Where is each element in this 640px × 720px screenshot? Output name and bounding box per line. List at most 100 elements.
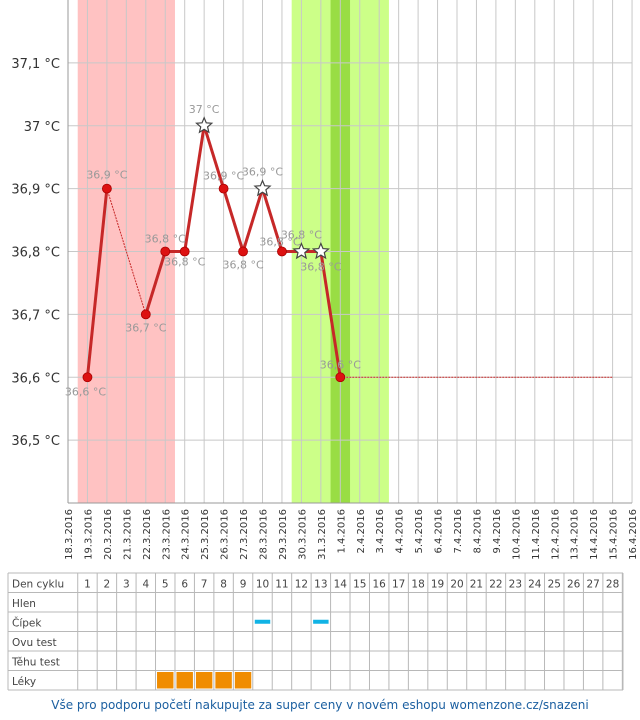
x-tick-label: 30.3.2016: [297, 509, 308, 560]
y-tick-label: 36,6 °C: [11, 371, 60, 386]
y-tick-label: 37 °C: [24, 120, 60, 135]
cycle-day-number: 20: [450, 579, 463, 591]
temp-data-label: 36,8 °C: [300, 261, 341, 274]
x-tick-label: 3.4.2016: [375, 509, 386, 554]
y-tick-label: 37,1 °C: [11, 57, 60, 72]
temp-data-label: 36,8 °C: [164, 256, 205, 269]
table-row-label: Ovu test: [12, 637, 57, 649]
temp-data-label: 36,9 °C: [86, 169, 127, 182]
cycle-day-number: 7: [201, 579, 208, 591]
temp-data-label: 36,9 °C: [242, 166, 283, 179]
cycle-day-number: 27: [586, 579, 599, 591]
cycle-day-number: 11: [275, 579, 288, 591]
series-segment: [222, 188, 245, 252]
cycle-day-number: 16: [373, 579, 387, 591]
cycle-day-number: 3: [123, 579, 130, 591]
temp-data-label: 36,6 °C: [320, 358, 361, 371]
series-segment: [202, 125, 226, 190]
data-point: [218, 183, 229, 194]
x-tick-label: 20.3.2016: [103, 509, 114, 560]
y-tick-label: 36,8 °C: [11, 246, 60, 261]
y-tick-label: 36,5 °C: [11, 434, 60, 449]
x-tick-label: 25.3.2016: [200, 509, 211, 560]
cycle-day-number: 18: [411, 579, 424, 591]
temp-data-label: 36,8 °C: [145, 233, 186, 246]
cycle-table: Den cyklu 1 2 3 4 5 6 7 8 9 10 11 12 13 14 15 16 17 18 19 20…: [7, 572, 624, 691]
cervix-mark: [313, 619, 329, 624]
cycle-day-number: 8: [220, 579, 227, 591]
series-segment: [319, 251, 342, 378]
data-point: [335, 372, 346, 383]
x-tick-label: 5.4.2016: [414, 509, 425, 554]
x-tick-label: 18.3.2016: [64, 509, 75, 560]
x-tick-label: 31.3.2016: [317, 509, 328, 560]
series-segment: [183, 125, 206, 252]
cycle-day-number: 25: [548, 579, 561, 591]
cycle-day-number: 12: [295, 579, 308, 591]
medication-mark: [215, 672, 232, 689]
star-point: [292, 241, 311, 260]
x-tick-label: 6.4.2016: [434, 509, 445, 554]
x-tick-label: 23.3.2016: [161, 509, 172, 560]
temp-data-label: 37 °C: [189, 103, 220, 116]
x-tick-label: 27.3.2016: [239, 509, 250, 560]
cycle-day-number: 22: [489, 579, 502, 591]
data-point: [179, 246, 190, 257]
data-point: [140, 309, 151, 320]
cycle-day-number: 15: [353, 579, 366, 591]
star-point: [195, 116, 214, 134]
series-segment: [85, 188, 109, 378]
temp-data-label: 36,8 °C: [222, 259, 263, 272]
y-tick-label: 36,7 °C: [11, 308, 60, 323]
series-segment: [106, 188, 147, 315]
series-segment: [241, 188, 264, 252]
footer-link[interactable]: Vše pro podporu početí nakupujte za supe…: [51, 698, 589, 712]
data-point: [238, 246, 248, 257]
table-row-label: Hlen: [12, 598, 36, 610]
cervix-mark: [254, 619, 271, 624]
temp-data-label: 36,6 °C: [65, 385, 106, 398]
x-tick-label: 22.3.2016: [142, 509, 153, 560]
medication-mark: [157, 672, 174, 689]
table-row-label: Léky: [12, 676, 36, 688]
cycle-day-number: 26: [567, 579, 581, 591]
temp-data-label: 36,7 °C: [125, 321, 166, 334]
y-tick-label: 36,9 °C: [11, 183, 60, 198]
x-tick-label: 21.3.2016: [122, 509, 133, 560]
x-tick-label: 16.4.2016: [628, 509, 639, 560]
data-point: [160, 246, 171, 257]
x-tick-label: 29.3.2016: [278, 509, 289, 560]
temp-data-label: 36,9 °C: [203, 170, 244, 183]
x-tick-label: 28.3.2016: [259, 509, 270, 560]
x-tick-label: 4.4.2016: [395, 509, 406, 554]
x-tick-label: 11.4.2016: [531, 509, 542, 560]
temp-data-label: 36,8 °C: [259, 236, 300, 249]
cycle-day-number: 24: [528, 579, 542, 591]
x-tick-label: 2.4.2016: [356, 509, 367, 554]
x-tick-label: 12.4.2016: [550, 509, 561, 560]
x-tick-label: 1.4.2016: [336, 509, 347, 554]
medication-mark: [234, 672, 252, 689]
cycle-day-number: 1: [84, 579, 91, 591]
medication-mark: [195, 672, 213, 689]
cycle-day-number: 23: [509, 579, 522, 591]
cycle-day-number: 17: [392, 579, 405, 591]
cycle-day-number: 14: [334, 579, 348, 591]
data-point: [102, 183, 112, 194]
cycle-day-header: Den cyklu: [12, 579, 64, 591]
star-point: [253, 179, 272, 197]
table-row-label: Čípek: [12, 617, 42, 630]
cycle-day-number: 4: [142, 579, 149, 591]
x-tick-label: 19.3.2016: [83, 509, 94, 560]
data-point: [277, 246, 287, 257]
x-tick-label: 15.4.2016: [609, 509, 620, 560]
x-axis-labels: 18.3.2016 19.3.2016 20.3.2016 21.3.2016 22.3…: [64, 509, 639, 560]
cycle-day-number: 9: [240, 579, 247, 591]
star-point: [311, 241, 330, 260]
cycle-day-number: 10: [256, 579, 269, 591]
y-axis-labels: 36,5 °C 36,6 °C 36,7 °C 36,8 °C 36,9 °C 37 °C…: [11, 57, 60, 449]
x-tick-label: 10.4.2016: [511, 509, 522, 560]
cycle-day-number: 19: [431, 579, 444, 591]
temp-data-label: 36,8 °C: [281, 229, 322, 242]
